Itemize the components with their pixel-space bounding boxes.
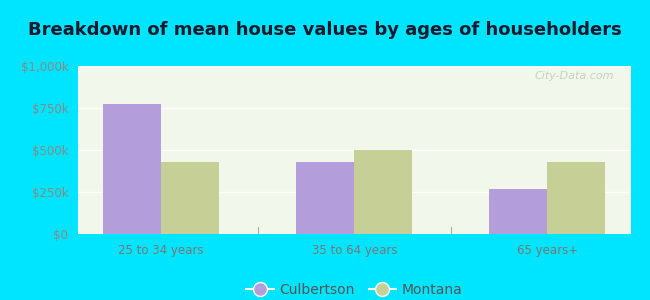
Bar [547, 162, 605, 234]
Bar [161, 162, 219, 234]
Text: Breakdown of mean house values by ages of householders: Breakdown of mean house values by ages o… [28, 21, 622, 39]
Bar [354, 150, 412, 234]
Legend: Culbertson, Montana: Culbertson, Montana [240, 278, 468, 300]
Bar [103, 104, 161, 234]
Bar [296, 162, 354, 234]
Bar [489, 189, 547, 234]
Text: City-Data.com: City-Data.com [534, 71, 614, 81]
